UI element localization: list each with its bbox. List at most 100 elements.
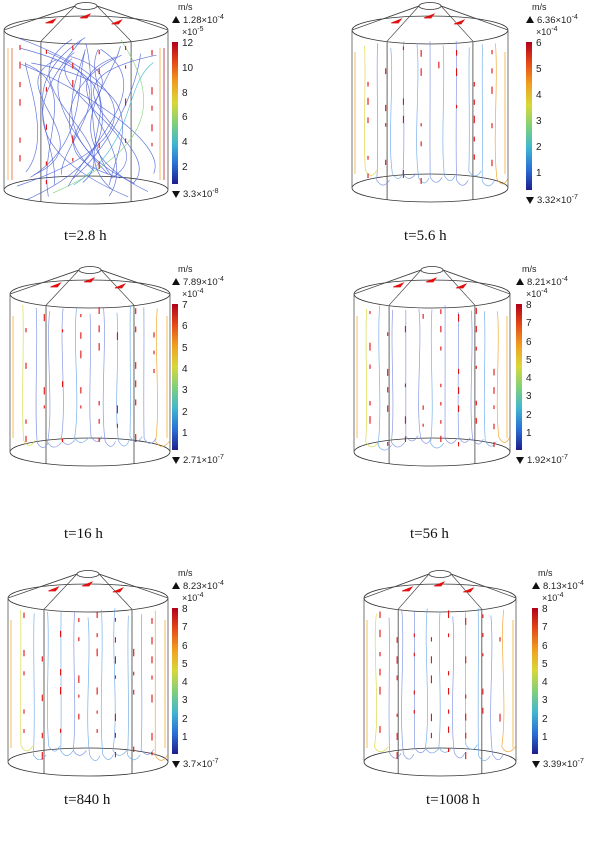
- colorbar-tick-label: 6: [182, 640, 188, 652]
- colorbar-tick-label: 6: [182, 112, 188, 124]
- tank-vent-outline: [420, 266, 444, 274]
- streamline: [374, 613, 389, 753]
- colorbar: [526, 42, 532, 190]
- colorbar-multiplier: ×10-5: [182, 26, 204, 37]
- streamline: [390, 47, 404, 179]
- streamline: [155, 308, 170, 447]
- min-exponent: -7: [561, 454, 568, 461]
- streamline: [416, 43, 430, 184]
- colorbar-unit: m/s: [178, 2, 193, 12]
- streamline: [47, 311, 62, 448]
- streamline: [140, 614, 155, 755]
- min-exponent: -7: [577, 758, 584, 765]
- colorbar-tick-label: 8: [526, 300, 532, 311]
- tank-top-outline: [7, 583, 169, 613]
- colorbar-max-value: 8.21×10-4: [516, 276, 568, 288]
- colorbar-unit: m/s: [178, 264, 193, 274]
- velocity-panel: m/s 8.13×10-4 ×10-4 8 7 6 5 4 3 2 1 3.39×10-7 t=1008…: [300, 566, 600, 842]
- roof-edge: [100, 269, 139, 284]
- tank-streamline-plot: [7, 570, 169, 777]
- velocity-arrow: [45, 18, 57, 24]
- colorbar-tick-label: 1: [536, 168, 542, 179]
- colorbar-tick-label: 10: [182, 62, 194, 74]
- streamline: [364, 45, 377, 176]
- streamline: [376, 43, 390, 186]
- velocity-arrow: [83, 277, 96, 283]
- streamline: [154, 610, 168, 761]
- velocity-arrow: [111, 19, 123, 25]
- max-marker-icon: [172, 582, 180, 590]
- roof-edge: [39, 573, 78, 588]
- min-marker-icon: [516, 457, 524, 465]
- velocity-arrow: [112, 587, 124, 593]
- colorbar-tick-label: 4: [182, 677, 188, 689]
- colorbar-max-value: 8.13×10-4: [532, 580, 584, 592]
- tank-vent-outline: [418, 2, 442, 10]
- streamline: [377, 305, 392, 451]
- min-marker-icon: [172, 191, 180, 199]
- roof-edge: [385, 269, 422, 284]
- max-marker-icon: [172, 278, 180, 286]
- streamline: [429, 41, 443, 183]
- min-label: 2.71×10: [183, 455, 218, 467]
- max-exponent: -4: [217, 276, 224, 283]
- velocity-arrow: [463, 587, 475, 593]
- streamline: [501, 609, 516, 753]
- colorbar: [172, 304, 178, 450]
- colorbar-tick-label: 2: [526, 409, 532, 421]
- tank-top-outline: [363, 583, 517, 613]
- tank-streamline-plot: [353, 266, 511, 467]
- colorbar: [532, 608, 538, 754]
- max-exponent: -4: [571, 14, 578, 21]
- multiplier-base: ×10: [526, 289, 542, 299]
- streamline: [430, 309, 445, 449]
- roof-edge: [43, 573, 78, 610]
- min-label: 1.92×10: [527, 455, 562, 467]
- colorbar-tick-label: 3: [182, 695, 188, 707]
- colorbar-tick-label: 4: [182, 364, 188, 375]
- roof-edge: [386, 5, 420, 42]
- streamline: [89, 313, 103, 442]
- min-marker-icon: [172, 457, 180, 465]
- streamline: [444, 305, 458, 444]
- velocity-arrow: [391, 18, 403, 24]
- min-exponent: -8: [212, 188, 219, 195]
- colorbar-tick-label: 4: [526, 373, 532, 385]
- streamline: [494, 43, 508, 185]
- streamline: [477, 608, 491, 761]
- multiplier-exponent: -4: [197, 288, 204, 295]
- multiplier-exponent: -5: [197, 26, 204, 33]
- streamline: [68, 48, 125, 187]
- streamline: [388, 617, 402, 759]
- multiplier-base: ×10: [182, 27, 198, 37]
- tank-vent-outline: [76, 570, 100, 578]
- streamline: [57, 58, 109, 175]
- streamline: [32, 613, 47, 761]
- streamline: [481, 44, 495, 187]
- roof-edge: [96, 5, 136, 20]
- multiplier-exponent: -4: [557, 592, 564, 599]
- streamline: [35, 307, 49, 448]
- streamline: [25, 63, 55, 197]
- streamline: [100, 609, 114, 760]
- streamline: [129, 305, 143, 442]
- velocity-arrow: [48, 586, 60, 592]
- colorbar-tick-label: 5: [526, 354, 532, 366]
- colorbar-tick-label: 3: [536, 116, 542, 127]
- max-marker-icon: [532, 582, 540, 590]
- colorbar-max-value: 6.36×10-4: [526, 14, 578, 26]
- streamline: [48, 38, 95, 183]
- velocity-panel: m/s 6.36×10-4 ×10-4 6 5 4 3 2 1 3.32×10-7 t=5.6 h: [300, 0, 600, 276]
- tank-top-outline: [351, 15, 509, 45]
- streamline: [87, 617, 101, 761]
- streamline: [93, 54, 157, 184]
- panel-caption: t=840 h: [64, 792, 111, 808]
- min-marker-icon: [526, 197, 534, 205]
- colorbar-tick-label: 2: [182, 713, 188, 725]
- colorbar-max-value: 1.28×10-4: [172, 14, 224, 26]
- streamline: [127, 615, 141, 761]
- streamline: [31, 62, 123, 186]
- roof-edge: [41, 269, 80, 284]
- streamline: [452, 616, 466, 759]
- colorbar-tick-label: 7: [542, 622, 548, 634]
